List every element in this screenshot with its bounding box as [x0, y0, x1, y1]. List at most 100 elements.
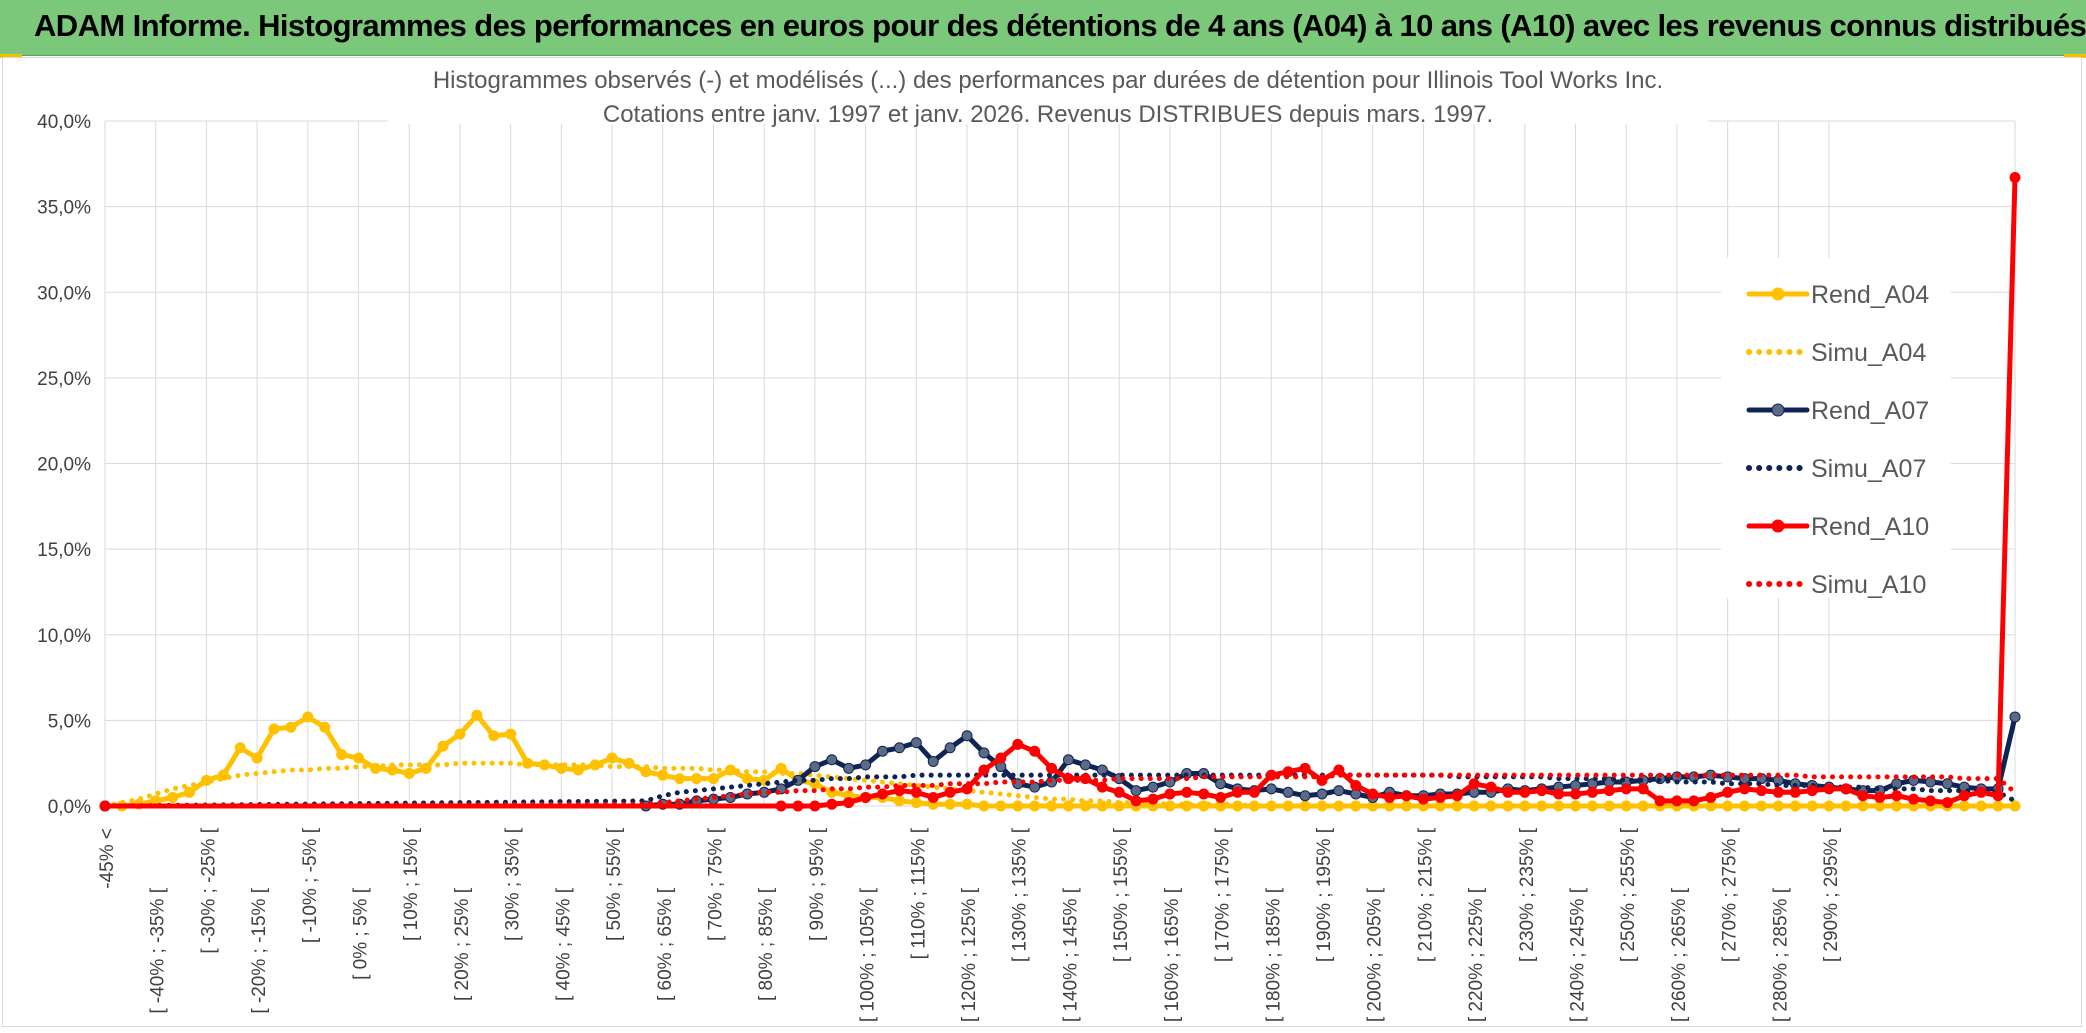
- data-point-rend-a04: [944, 798, 956, 810]
- x-tick-label: [ -10% ; -5% [: [300, 827, 321, 943]
- y-tick-label: 25,0%: [37, 369, 91, 390]
- data-point-rend-a07: [944, 742, 956, 754]
- x-tick-label: [ 120% ; 125% [: [959, 887, 980, 1022]
- data-point-rend-a10: [1012, 738, 1024, 750]
- x-tick-label: [ 240% ; 245% [: [1568, 887, 1589, 1022]
- data-point-rend-a04: [336, 749, 348, 761]
- data-point-rend-a07: [1265, 783, 1277, 795]
- data-point-rend-a04: [285, 721, 297, 733]
- data-point-rend-a04: [1046, 800, 1058, 812]
- data-point-rend-a10: [1755, 785, 1767, 797]
- data-point-rend-a10: [1654, 795, 1666, 807]
- data-point-rend-a10: [1958, 790, 1970, 802]
- x-tick-label: [ 30% ; 35% [: [503, 827, 524, 941]
- data-point-rend-a10: [1130, 795, 1142, 807]
- data-point-rend-a10: [1941, 797, 1953, 809]
- data-point-rend-a07: [2009, 711, 2021, 723]
- data-point-rend-a04: [1062, 800, 1074, 812]
- data-point-rend-a10: [826, 798, 838, 810]
- data-point-rend-a04: [1012, 800, 1024, 812]
- data-point-rend-a07: [809, 761, 821, 773]
- data-point-rend-a04: [268, 723, 280, 735]
- x-tick-label: [ 290% ; 295% [: [1821, 827, 1842, 962]
- data-point-rend-a10: [1198, 788, 1210, 800]
- data-point-rend-a10: [1029, 745, 1041, 757]
- data-point-rend-a10: [1519, 786, 1531, 798]
- x-tick-label: [ 50% ; 55% [: [604, 827, 625, 941]
- data-point-rend-a04: [437, 740, 449, 752]
- x-tick-label: [ 110% ; 115% [: [908, 827, 929, 959]
- x-tick-label: [ 200% ; 205% [: [1365, 887, 1386, 1022]
- data-point-rend-a10: [1772, 786, 1784, 798]
- x-tick-label: [ 90% ; 95% [: [807, 827, 828, 941]
- data-point-rend-a10: [1096, 781, 1108, 793]
- data-point-rend-a10: [2009, 172, 2021, 184]
- x-tick-label: [ -30% ; -25% [: [198, 827, 219, 953]
- data-point-rend-a04: [741, 773, 753, 785]
- data-point-rend-a07: [1062, 754, 1074, 766]
- data-point-rend-a07: [893, 742, 905, 754]
- data-point-rend-a10: [927, 791, 939, 803]
- chart-title-box: [388, 60, 1708, 124]
- data-point-rend-a07: [910, 737, 922, 749]
- data-point-rend-a07: [877, 745, 889, 757]
- data-point-rend-a10: [1468, 778, 1480, 790]
- data-point-rend-a07: [1282, 786, 1294, 798]
- data-point-rend-a10: [995, 752, 1007, 764]
- data-point-rend-a07: [978, 747, 990, 759]
- y-tick-label: 20,0%: [37, 455, 91, 476]
- x-tick-label: [ 40% ; 45% [: [553, 887, 574, 1001]
- chart-frame: 0,0% 5,0% 10,0% 15,0% 20,0% 25,0% 30,0% 35,0% 40…: [2, 57, 2082, 1027]
- page-title: ADAM Informe. Histogrammes des performan…: [34, 8, 2086, 43]
- data-point-rend-a10: [809, 800, 821, 812]
- data-point-rend-a04: [505, 728, 517, 740]
- data-point-rend-a10: [877, 788, 889, 800]
- data-point-rend-a10: [944, 786, 956, 798]
- data-point-rend-a10: [1215, 791, 1227, 803]
- data-point-rend-a10: [1992, 790, 2004, 802]
- data-point-rend-a04: [488, 730, 500, 742]
- data-point-rend-a10: [792, 800, 804, 812]
- data-point-rend-a04: [961, 798, 973, 810]
- x-tick-label: [ 280% ; 285% [: [1770, 887, 1791, 1022]
- data-point-rend-a07: [1147, 781, 1159, 793]
- legend-marker-rend-a10: [1771, 519, 1785, 533]
- data-point-rend-a10: [1553, 788, 1565, 800]
- x-tick-label: [ 20% ; 25% [: [452, 887, 473, 1001]
- x-tick-label: [ 170% ; 175% [: [1213, 827, 1234, 962]
- y-tick-label: 10,0%: [37, 626, 91, 647]
- data-point-rend-a10: [1350, 779, 1362, 791]
- data-point-rend-a10: [1046, 762, 1058, 774]
- data-point-rend-a10: [910, 786, 922, 798]
- data-point-rend-a10: [1823, 783, 1835, 795]
- data-point-rend-a07: [1299, 790, 1311, 802]
- x-tick-label: -45% <: [97, 828, 118, 889]
- data-point-rend-a10: [1113, 786, 1125, 798]
- data-point-rend-a04: [471, 709, 483, 721]
- legend-box: [1721, 258, 1951, 598]
- data-point-rend-a04: [893, 795, 905, 807]
- chart-title-line1: Histogrammes observés (-) et modélisés (…: [433, 67, 1663, 94]
- y-tick-label: 5,0%: [48, 711, 91, 732]
- data-point-rend-a10: [1739, 783, 1751, 795]
- data-point-rend-a07: [1130, 785, 1142, 797]
- x-tick-label: [ -20% ; -15% [: [249, 887, 270, 1013]
- data-point-rend-a10: [1908, 793, 1920, 805]
- data-point-rend-a04: [707, 773, 719, 785]
- x-tick-label: [ 260% ; 265% [: [1669, 887, 1690, 1022]
- data-point-rend-a04: [403, 767, 415, 779]
- x-tick-label: [ 130% ; 135% [: [1010, 827, 1031, 962]
- x-tick-label: [ 210% ; 215% [: [1415, 827, 1436, 962]
- data-point-rend-a10: [1384, 791, 1396, 803]
- y-tick-label: 30,0%: [37, 283, 91, 304]
- x-tick-label: [ 270% ; 275% [: [1720, 827, 1741, 962]
- data-point-rend-a10: [1924, 795, 1936, 807]
- data-point-rend-a04: [1079, 800, 1091, 812]
- data-point-rend-a10: [1840, 783, 1852, 795]
- x-tick-label: [ 150% ; 155% [: [1111, 827, 1132, 962]
- y-tick-label: 0,0%: [48, 797, 91, 818]
- x-tick-label: [ 80% ; 85% [: [756, 887, 777, 1001]
- data-point-rend-a10: [1806, 785, 1818, 797]
- data-point-rend-a04: [995, 800, 1007, 812]
- data-point-rend-a07: [826, 754, 838, 766]
